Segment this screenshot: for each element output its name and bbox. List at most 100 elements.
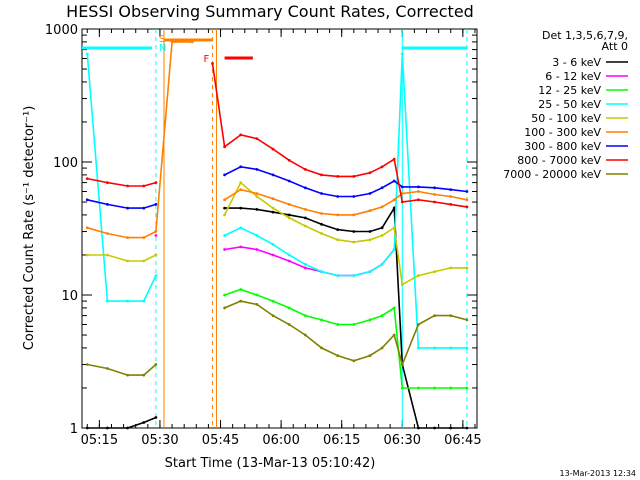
series-point <box>417 185 420 189</box>
series-point <box>223 145 227 149</box>
series-point <box>336 323 340 326</box>
legend-label: 3 - 6 keV <box>552 56 601 69</box>
series-point <box>336 195 340 198</box>
series-point <box>400 200 404 204</box>
plot-area: 1 10 100 1000 05:15 05:30 05:45 06:00 06:15 06:30… <box>45 23 482 448</box>
series-point <box>106 367 109 370</box>
series-point <box>417 274 420 277</box>
series-line-0 <box>87 416 157 429</box>
series-point <box>352 175 356 178</box>
series-point <box>380 186 384 190</box>
series-point <box>106 203 109 206</box>
legend-label: 100 - 300 keV <box>524 126 601 139</box>
series-point <box>465 346 469 350</box>
series-point <box>465 198 469 202</box>
series-point <box>465 190 469 193</box>
night-label: N <box>159 43 166 54</box>
x-tick-label: 06:00 <box>262 433 299 448</box>
series-point <box>433 346 436 350</box>
series-point <box>106 253 109 257</box>
series-point <box>303 186 307 190</box>
series-point <box>106 181 109 185</box>
series-point <box>287 203 291 206</box>
series-point <box>320 212 323 215</box>
x-tick-label: 06:30 <box>384 433 421 448</box>
series-point <box>287 323 291 326</box>
series-point <box>336 238 340 242</box>
series-line-8 <box>224 300 468 367</box>
series-point <box>287 259 291 263</box>
legend-title-line2: Att 0 <box>602 40 628 53</box>
series-line-4 <box>87 254 157 262</box>
series-point <box>211 62 214 65</box>
series-point <box>85 253 89 257</box>
series-line-2 <box>224 288 467 389</box>
series-point <box>85 198 89 202</box>
series-point <box>465 426 469 430</box>
series-point <box>142 259 146 263</box>
series-point <box>336 354 340 357</box>
series-point <box>271 147 275 151</box>
saa-label: S <box>159 34 165 45</box>
series-point <box>417 198 420 202</box>
series-point <box>239 188 243 192</box>
series-point <box>352 323 356 326</box>
series-line-3 <box>86 53 157 302</box>
series-point <box>465 205 469 209</box>
series-point <box>320 192 323 195</box>
series-point <box>417 323 420 326</box>
series-point <box>400 363 404 366</box>
series-point <box>223 293 227 297</box>
series-point <box>433 270 436 273</box>
series-point <box>465 318 469 322</box>
x-tick-label: 05:15 <box>81 433 118 448</box>
legend-label: 25 - 50 keV <box>538 98 601 111</box>
series-point <box>142 206 146 210</box>
series-point <box>223 234 227 237</box>
series-point <box>271 206 275 210</box>
series-point <box>352 359 356 363</box>
legend-label: 50 - 100 keV <box>531 112 601 125</box>
series-point <box>106 232 109 235</box>
series-point <box>154 203 158 206</box>
series-point <box>320 222 323 226</box>
series-point <box>465 266 469 270</box>
series-line-7 <box>211 63 468 208</box>
series-point <box>255 248 259 251</box>
series-point <box>271 243 275 246</box>
series-point <box>433 386 436 390</box>
series-point <box>336 228 340 232</box>
series-point <box>287 213 291 217</box>
series-point <box>154 181 158 185</box>
x-tick-label: 05:30 <box>141 433 178 448</box>
series-point <box>239 226 243 230</box>
series-point <box>368 230 372 233</box>
series-point <box>303 314 307 317</box>
series-point <box>142 236 146 240</box>
x-axis-label: Start Time (13-Mar-13 05:10:42) <box>165 456 376 471</box>
series-point <box>303 333 307 337</box>
series-point <box>368 354 372 357</box>
series-point <box>126 206 129 210</box>
series-point <box>303 208 307 211</box>
series-point <box>106 426 109 430</box>
series-point <box>126 426 129 430</box>
x-tick-label: 05:45 <box>202 433 239 448</box>
series-point <box>239 165 243 169</box>
series-point <box>417 386 420 390</box>
series-point <box>303 266 307 270</box>
series-point <box>392 333 396 337</box>
series-point <box>126 373 129 377</box>
y-tick-label: 10 <box>61 289 78 304</box>
series-point <box>417 426 420 430</box>
series-line-6 <box>87 199 157 209</box>
series-point <box>271 210 275 214</box>
series-point <box>154 234 158 237</box>
series-point <box>392 206 396 210</box>
series-point <box>368 238 372 242</box>
series-point <box>154 253 158 257</box>
series-point <box>352 230 356 233</box>
series-point <box>433 426 436 430</box>
series-point <box>352 274 356 277</box>
flare-label: F <box>203 54 209 65</box>
